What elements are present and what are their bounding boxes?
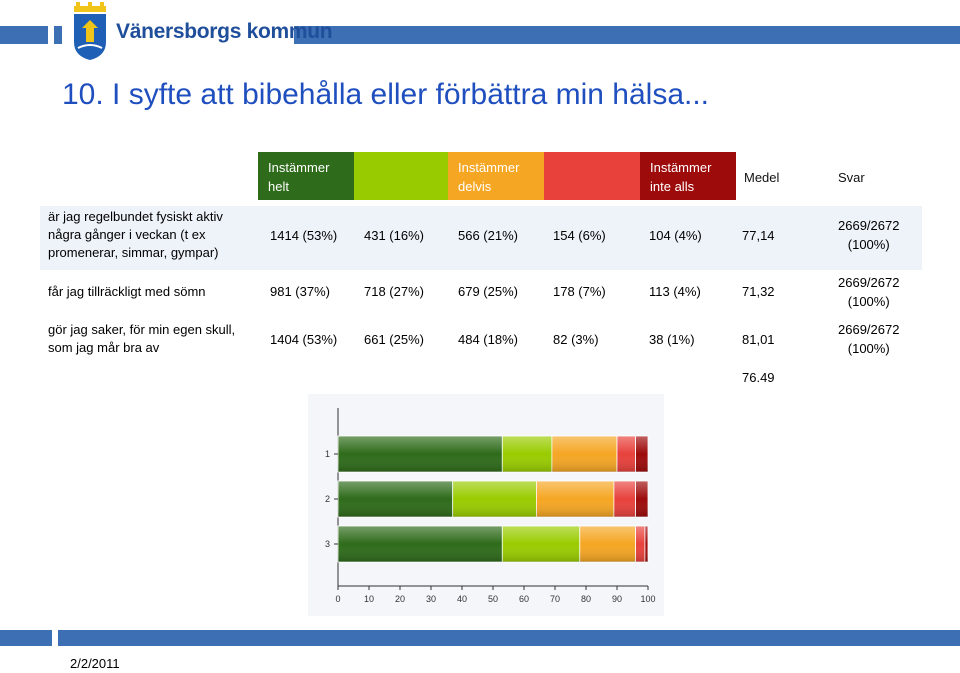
bar-2-segment-2-sheen [452,481,537,517]
header-cell-4 [544,152,640,200]
footer-date: 2/2/2011 [70,656,120,671]
x-tick-label-90: 90 [612,594,622,604]
x-tick-label-60: 60 [519,594,529,604]
medel-header: Medel [744,170,780,185]
bar-3-segment-2-sheen [502,526,580,562]
cell-r3-c1: 1404 (53%) [270,332,338,347]
bar-3-segment-5-sheen [644,526,648,562]
bar-2-segment-4-sheen [613,481,636,517]
medel-value-1: 77,14 [742,228,775,243]
cell-r2-c1: 981 (37%) [270,284,330,299]
row-label-3: gör jag saker, för min egen skull, som j… [48,322,236,355]
x-tick-label-100: 100 [640,594,655,604]
bar-1-segment-4-sheen [617,436,636,472]
cell-r3-c5: 38 (1%) [649,332,695,347]
svar-value-1: 2669/2672 (100%) [838,218,900,252]
org-name: Vänersborgs kommun [116,20,333,43]
total-medel: 76.49 [742,370,775,385]
header-cell-5: Instämmer inte alls [640,152,736,200]
svar-value-3: 2669/2672 (100%) [838,322,900,356]
header-cell-2 [354,152,448,200]
category-label-3: 3 [325,539,330,549]
bar-3-segment-1-sheen [338,526,503,562]
bar-1-segment-5-sheen [635,436,648,472]
cell-r2-c2: 718 (27%) [364,284,424,299]
row-label-1: är jag regelbundet fysiskt aktiv några g… [48,209,223,260]
x-tick-label-40: 40 [457,594,467,604]
crest-icon [74,2,106,60]
x-tick-label-20: 20 [395,594,405,604]
category-label-2: 2 [325,494,330,504]
bar-3-segment-3-sheen [579,526,636,562]
cell-r1-c5: 104 (4%) [649,228,702,243]
banner-gap [48,26,54,44]
cell-r1-c4: 154 (6%) [553,228,606,243]
header-cell-1: Instämmer helt [258,152,354,200]
bar-2-segment-3-sheen [536,481,614,517]
category-label-1: 1 [325,449,330,459]
cell-r2-c3: 679 (25%) [458,284,518,299]
x-tick-label-70: 70 [550,594,560,604]
cell-r1-c3: 566 (21%) [458,228,518,243]
bar-3-segment-4-sheen [635,526,645,562]
x-tick-label-80: 80 [581,594,591,604]
row-band-1 [40,206,922,270]
cell-r3-c4: 82 (3%) [553,332,599,347]
logo: Vänersborgs kommun [62,2,333,62]
bar-2-segment-5-sheen [635,481,648,517]
cell-r2-c4: 178 (7%) [553,284,606,299]
bar-1-segment-1-sheen [338,436,503,472]
x-tick-label-50: 50 [488,594,498,604]
header-cell-3: Instämmer delvis [448,152,544,200]
cell-r3-c2: 661 (25%) [364,332,424,347]
x-tick-label-10: 10 [364,594,374,604]
cell-r3-c3: 484 (18%) [458,332,518,347]
footer-gap [52,630,58,646]
cell-r2-c5: 113 (4%) [649,284,701,299]
row-band-3 [40,318,922,364]
medel-value-3: 81,01 [742,332,775,347]
footer-banner [0,630,960,646]
bar-1-segment-2-sheen [502,436,552,472]
cell-r1-c2: 431 (16%) [364,228,424,243]
row-label-2: får jag tillräckligt med sömn [48,284,206,299]
page-title: 10. I syfte att bibehålla eller förbättr… [62,78,710,111]
svar-header: Svar [838,170,865,185]
bar-2-segment-1-sheen [338,481,453,517]
x-tick-label-30: 30 [426,594,436,604]
medel-value-2: 71,32 [742,284,775,299]
bar-1-segment-3-sheen [551,436,617,472]
cell-r1-c1: 1414 (53%) [270,228,338,243]
x-tick-label-0: 0 [335,594,340,604]
svar-value-2: 2669/2672 (100%) [838,275,900,309]
